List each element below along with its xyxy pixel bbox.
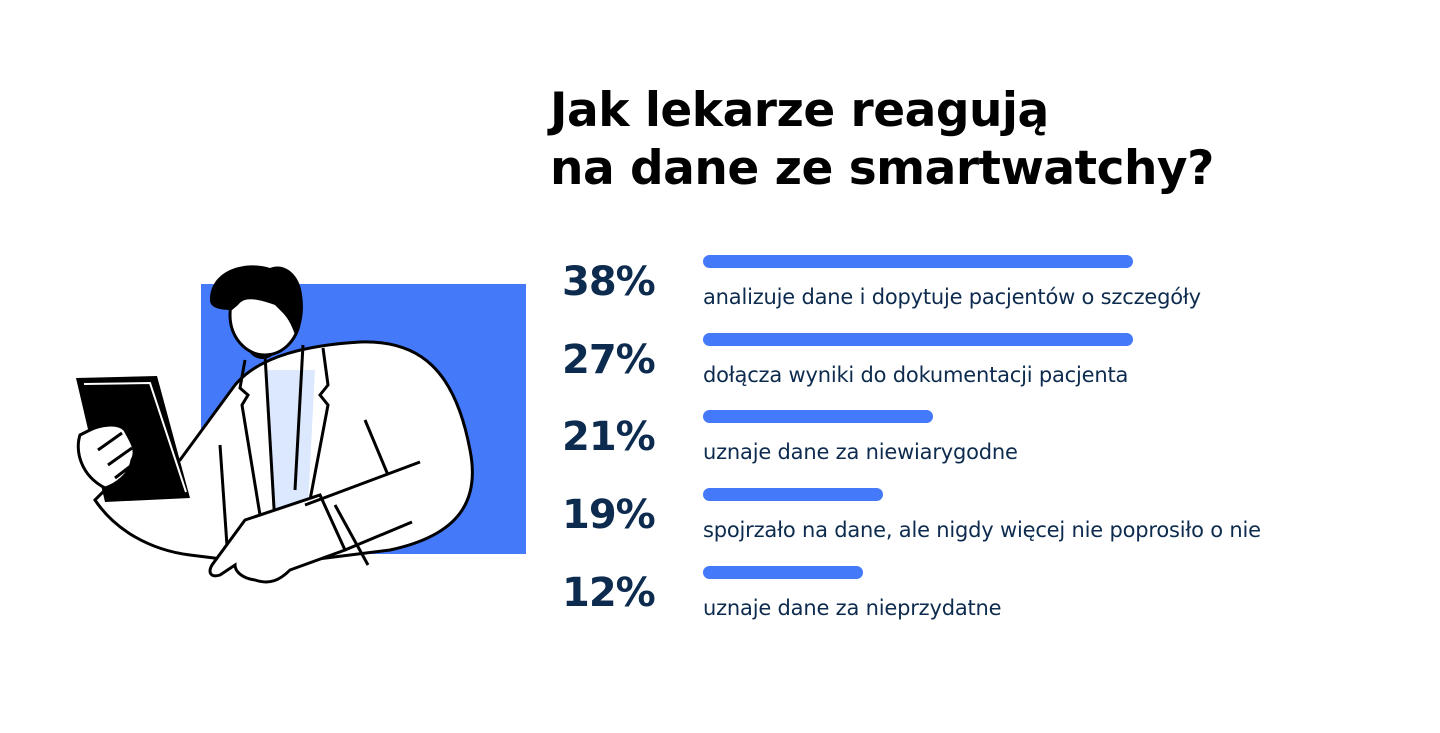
stat-row: 38% analizuje dane i dopytuje pacjentów …: [560, 255, 1360, 325]
chart-title: Jak lekarze reagują na dane ze smartwatc…: [550, 82, 1214, 198]
stat-bar: [703, 410, 933, 423]
stat-bar: [703, 566, 863, 579]
stat-bar: [703, 333, 1133, 346]
stat-label: analizuje dane i dopytuje pacjentów o sz…: [703, 285, 1201, 309]
stat-label: dołącza wyniki do dokumentacji pacjenta: [703, 363, 1129, 387]
stat-row: 21% uznaje dane za niewiarygodne: [560, 410, 1360, 480]
stat-percent: 12%: [562, 570, 656, 616]
stat-row: 19% spojrzało na dane, ale nigdy więcej …: [560, 488, 1360, 558]
stat-percent: 19%: [562, 492, 656, 538]
hair: [210, 265, 303, 335]
title-line-2: na dane ze smartwatchy?: [550, 141, 1214, 196]
stat-label: spojrzało na dane, ale nigdy więcej nie …: [703, 518, 1261, 542]
stat-label: uznaje dane za nieprzydatne: [703, 596, 1002, 620]
doctor-with-tablet-illustration: [76, 265, 526, 584]
stat-label: uznaje dane za niewiarygodne: [703, 440, 1018, 464]
stat-row: 12% uznaje dane za nieprzydatne: [560, 566, 1360, 636]
stat-percent: 38%: [562, 259, 656, 305]
stat-bar: [703, 255, 1133, 268]
stat-row: 27% dołącza wyniki do dokumentacji pacje…: [560, 333, 1360, 403]
title-line-1: Jak lekarze reagują: [550, 83, 1049, 138]
stat-bar: [703, 488, 883, 501]
stat-percent: 21%: [562, 414, 656, 460]
stat-percent: 27%: [562, 337, 656, 383]
